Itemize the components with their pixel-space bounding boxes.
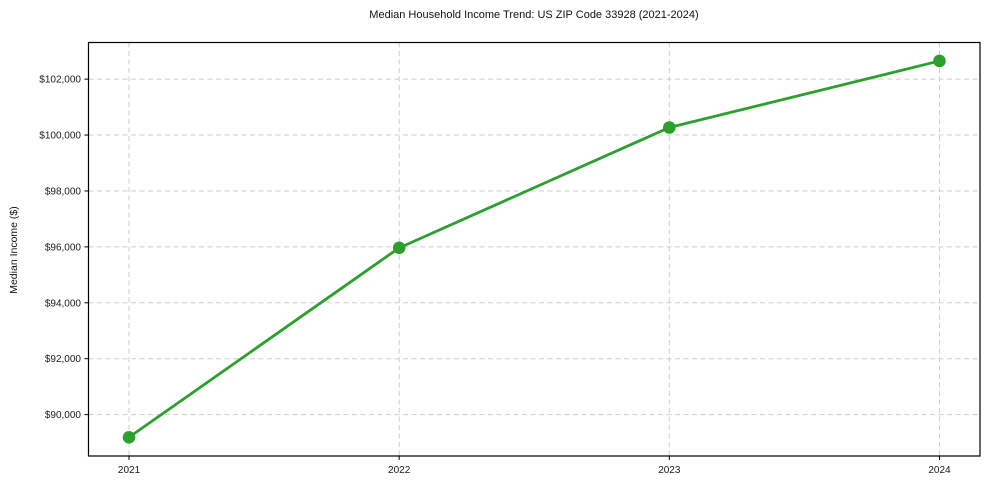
data-point-2021 <box>122 430 136 444</box>
y-tick-label: $96,000 <box>45 242 82 253</box>
data-point-2022 <box>392 241 406 255</box>
y-tick-label: $90,000 <box>45 410 82 421</box>
y-tick-label: $98,000 <box>45 186 82 197</box>
y-tick-label: $100,000 <box>39 131 81 142</box>
x-tick-label: 2022 <box>388 465 411 476</box>
data-point-2024 <box>933 54 946 68</box>
x-tick-label: 2021 <box>118 465 141 476</box>
x-tick-label: 2023 <box>658 465 681 476</box>
plot-border <box>87 41 981 457</box>
y-tick-label: $102,000 <box>39 75 81 86</box>
y-tick-label: $92,000 <box>45 354 82 365</box>
trend-line <box>127 59 941 439</box>
data-point-2023 <box>663 121 676 134</box>
y-tick-label: $94,000 <box>45 298 82 309</box>
x-tick-label: 2024 <box>928 465 951 476</box>
chart-title: Median Household Income Trend: US ZIP Co… <box>369 9 699 21</box>
y-axis-label: Median Income ($) <box>8 206 20 294</box>
